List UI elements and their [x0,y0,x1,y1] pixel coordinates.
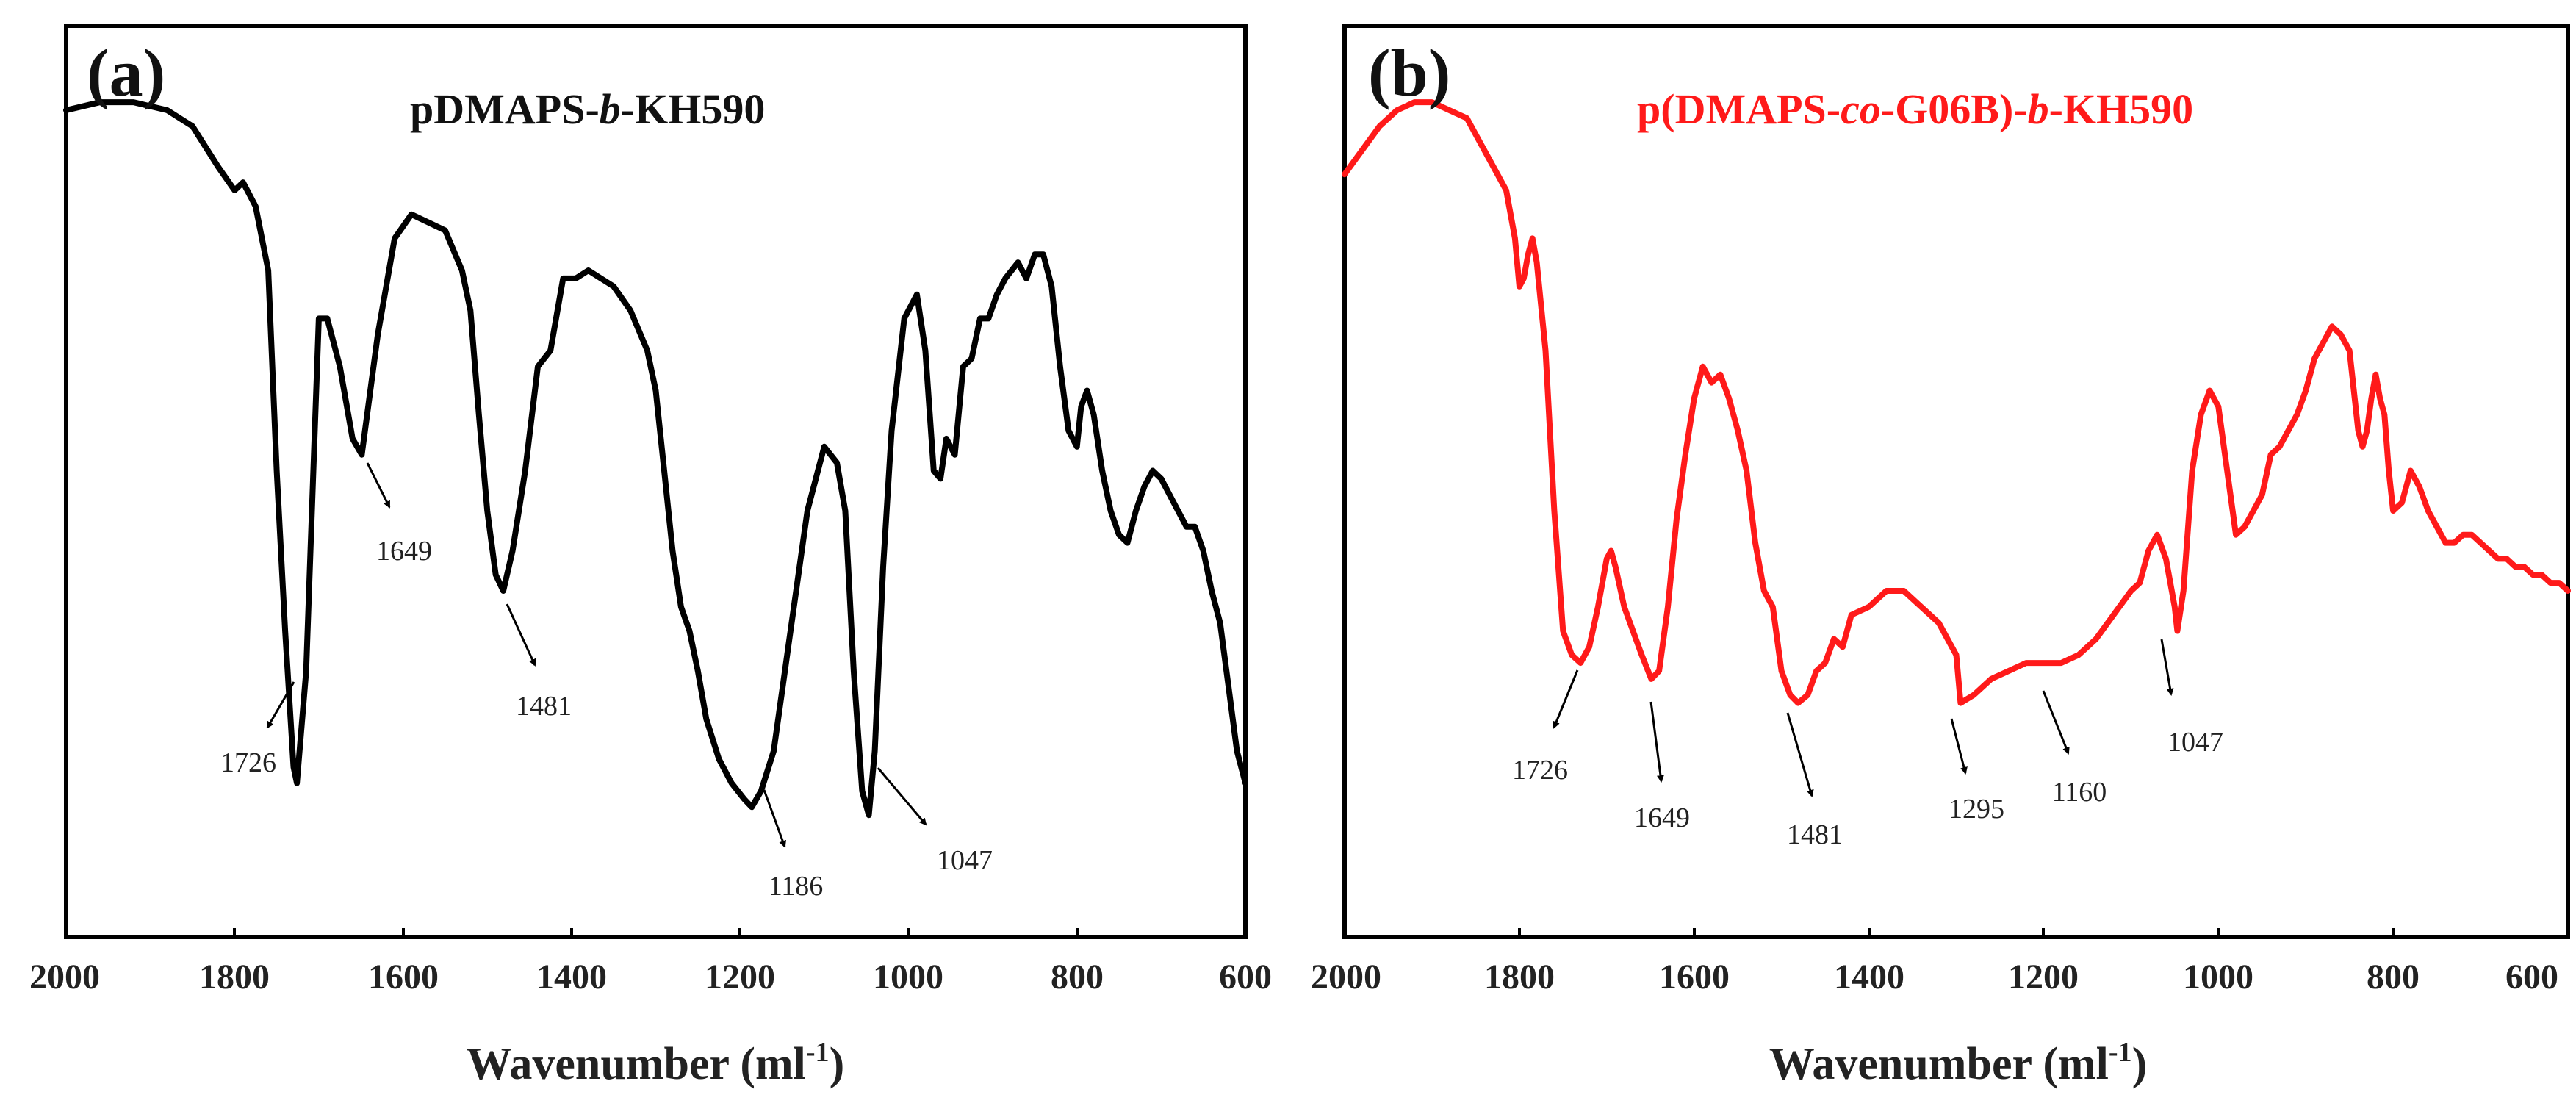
x-tick-label: 600 [1219,958,1272,997]
x-axis-b: 2000 1800 1600 1400 1200 1000 800 600 [1311,928,2569,997]
x-tick-label: 800 [1051,958,1104,997]
x-tick-label: 600 [2505,958,2558,997]
x-tick-label: 1200 [705,958,775,997]
plot-frame-b [1342,24,2570,939]
x-tick-label: 1800 [1484,958,1555,997]
annotation-arrow [763,789,786,848]
annotation-label: 1481 [516,691,572,722]
annotation-arrow [1553,669,1579,729]
annotation-label: 1649 [376,536,432,567]
x-tick-label: 1800 [199,958,270,997]
annotation-arrow [2160,639,2174,696]
annotation-label: 1295 [1949,794,2004,825]
annotation-label: 1649 [1634,802,1690,833]
annotation-label: 1726 [220,747,276,778]
chart-title-b: p(DMAPS-co-G06B)-b-KH590 [1637,85,2193,133]
x-tick-label: 2000 [1311,958,1381,997]
annotation-arrow [506,603,536,667]
annotations-a: 1726 1649 1481 1186 1047 [220,462,993,902]
x-tick-label: 2000 [29,958,100,997]
x-axis-label-b: Wavenumber (ml-1) [1769,1037,2147,1089]
annotation-arrow [1649,701,1664,783]
chart-title-a: pDMAPS-b-KH590 [410,85,765,133]
annotations-b: 1726 1649 1481 1295 1160 1047 [1512,639,2223,850]
annotation-label: 1047 [937,845,993,876]
annotation-arrow [877,767,927,826]
x-axis-a: 2000 1800 1600 1400 1200 1000 800 600 [29,928,1272,997]
x-tick-label: 1400 [536,958,607,997]
annotation-label: 1726 [1512,755,1568,786]
panel-label-a: (a) [87,35,165,110]
plot-frame-a [64,24,1248,939]
annotation-arrow [266,681,295,729]
spectrum-line-a [63,99,1248,819]
annotation-arrow [2042,690,2070,755]
annotation-arrow [366,462,391,509]
spectrum-line-b [1342,99,2571,706]
x-tick-label: 1000 [2183,958,2253,997]
panel-a: (a) pDMAPS-b-KH590 2000 1800 1600 1400 1… [29,24,1272,1089]
x-tick-label: 1000 [873,958,943,997]
panel-b: (b) p(DMAPS-co-G06B)-b-KH590 2000 1800 1… [1311,24,2571,1089]
annotation-arrow [1950,718,1968,775]
x-tick-label: 1400 [1834,958,1904,997]
x-tick-label: 1600 [1659,958,1730,997]
x-axis-label-a: Wavenumber (ml-1) [467,1037,844,1089]
x-tick-label: 1200 [2008,958,2079,997]
x-tick-label: 1600 [368,958,439,997]
x-tick-label: 800 [2367,958,2420,997]
panel-label-b: (b) [1368,35,1450,110]
annotation-arrow [1786,712,1814,797]
annotation-label: 1186 [769,871,824,902]
annotation-label: 1047 [2167,727,2223,758]
annotation-label: 1481 [1787,819,1843,850]
annotation-label: 1160 [2052,777,2107,808]
